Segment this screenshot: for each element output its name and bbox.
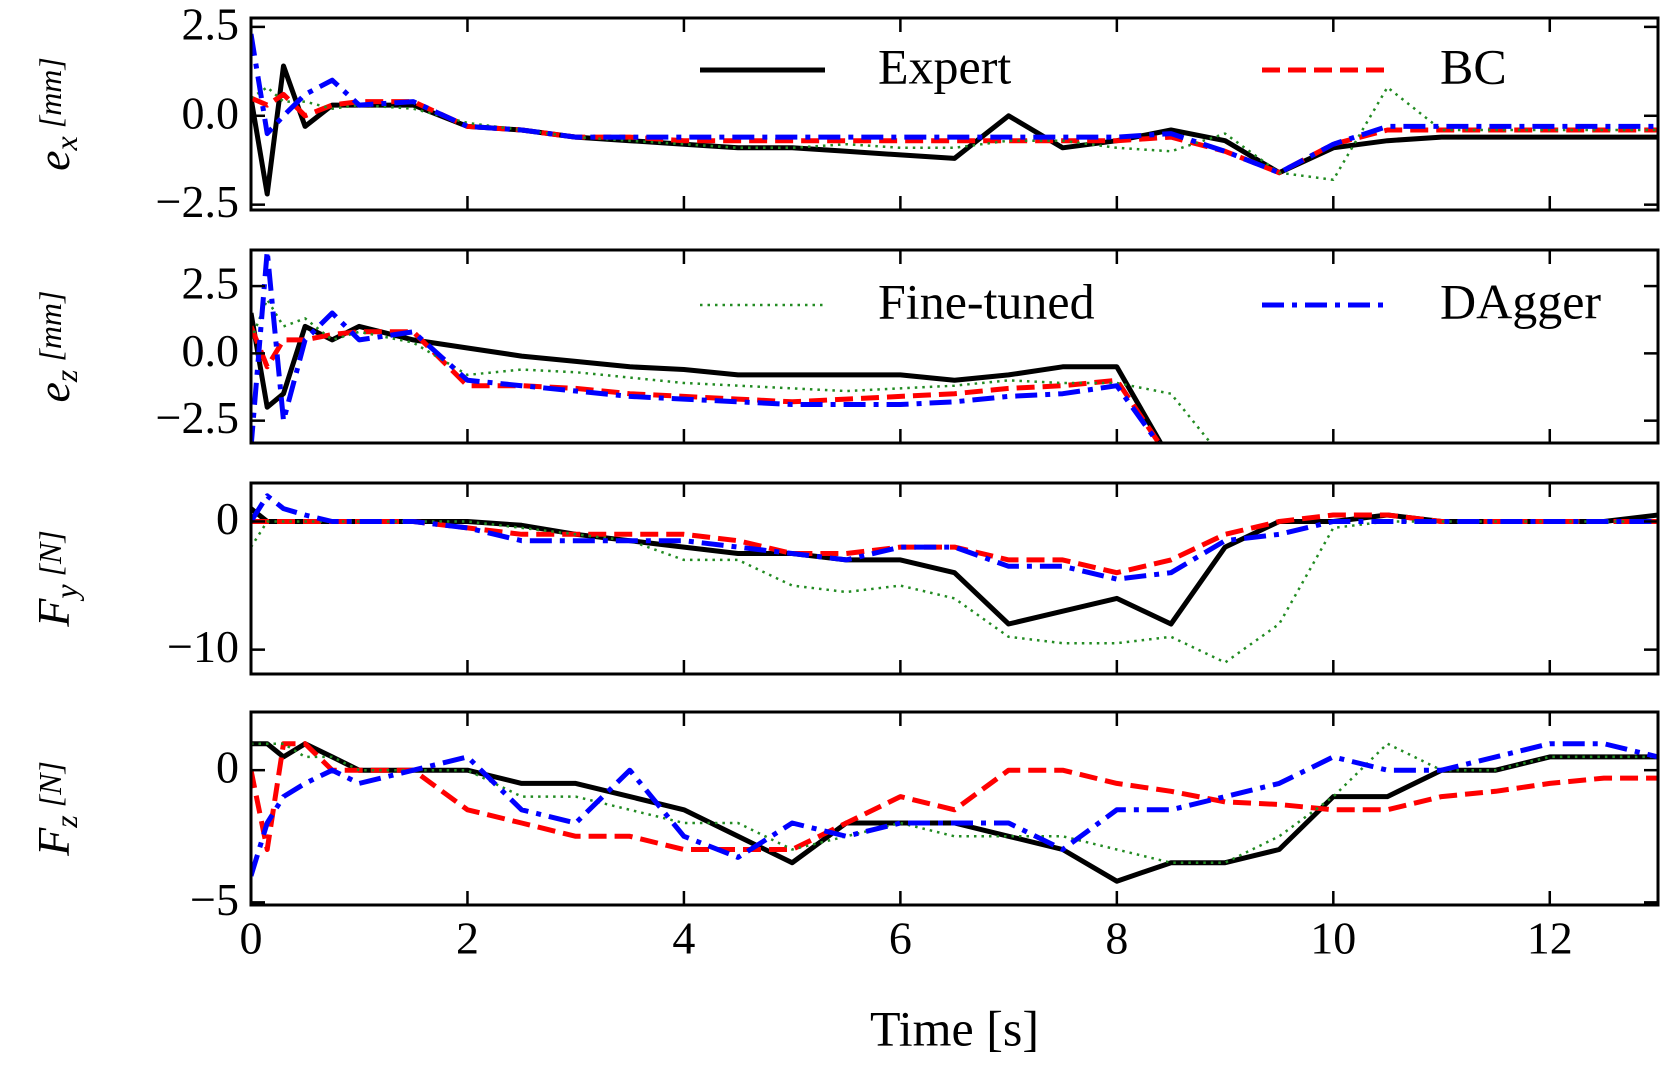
y-label-subscript: x [48,136,84,151]
y-axis-label: Fz [N] [28,761,85,857]
axes-frame [249,710,1660,907]
series-line [251,742,1658,864]
x-tick-label: 4 [672,913,695,964]
series-line [251,86,1658,182]
series-line [251,493,1658,582]
x-tick-label: 10 [1310,913,1356,964]
series-line [251,250,1162,443]
y-tick-label: 0 [216,742,239,793]
y-axis-label: Fy [N] [28,530,85,628]
x-tick-label: 0 [240,913,263,964]
plot-lines [251,493,1658,664]
axes-frame [249,481,1660,676]
y-tick-label: 0 [216,493,239,544]
legend-label: Fine-tuned [878,273,1095,329]
legend-label: Expert [878,38,1011,94]
y-label-symbol: F [28,598,79,628]
x-tick-label: 2 [456,913,479,964]
legend-label: BC [1440,38,1507,94]
y-tick-label: 0.0 [182,87,240,138]
y-label-unit: [N] [32,761,68,807]
plot-lines [251,250,1213,443]
series-line [251,91,1658,176]
series-line [251,33,1658,176]
series-line [251,520,1658,664]
x-tick-label: 6 [889,913,912,964]
y-label-subscript: z [48,815,84,829]
y-tick-label: −2.5 [156,176,239,227]
series-line [251,298,1213,443]
y-label-unit: [mm] [32,291,68,362]
plot-lines [251,741,1658,884]
series-line [251,741,1658,884]
y-label-subscript: y [48,584,84,602]
y-label-symbol: e [28,150,79,170]
y-label-symbol: F [28,827,79,857]
series-line [251,741,1658,852]
y-label-unit: [N] [32,530,68,576]
plot-lines [251,33,1658,197]
y-axis-label: ez [mm] [28,291,85,403]
x-tick-label: 8 [1105,913,1128,964]
x-tick-label: 12 [1527,913,1573,964]
y-tick-label: 2.5 [182,258,240,309]
y-tick-label: 2.5 [182,0,240,49]
y-tick-label: −5 [190,874,239,925]
y-axis-label: ex [mm] [28,57,85,171]
series-line [251,325,1162,443]
y-tick-label: −2.5 [156,392,239,443]
y-label-symbol: e [28,382,79,402]
y-label-unit: [mm] [32,57,68,128]
series-line [251,512,1658,576]
legend-label: DAgger [1440,273,1601,329]
series-line [251,741,1658,877]
axes-frame [249,16,1660,212]
axes-frame [249,248,1660,445]
y-tick-label: 0.0 [182,325,240,376]
y-label-subscript: z [48,369,84,383]
x-axis-label: Time [s] [870,1000,1039,1056]
y-tick-label: −10 [167,621,239,672]
